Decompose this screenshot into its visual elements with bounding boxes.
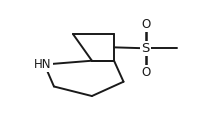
Text: HN: HN	[34, 58, 52, 71]
Text: O: O	[141, 18, 150, 31]
Text: O: O	[141, 66, 150, 79]
Text: S: S	[141, 42, 150, 55]
